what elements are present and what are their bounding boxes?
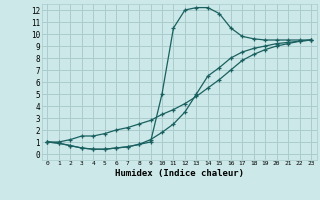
X-axis label: Humidex (Indice chaleur): Humidex (Indice chaleur) [115, 169, 244, 178]
